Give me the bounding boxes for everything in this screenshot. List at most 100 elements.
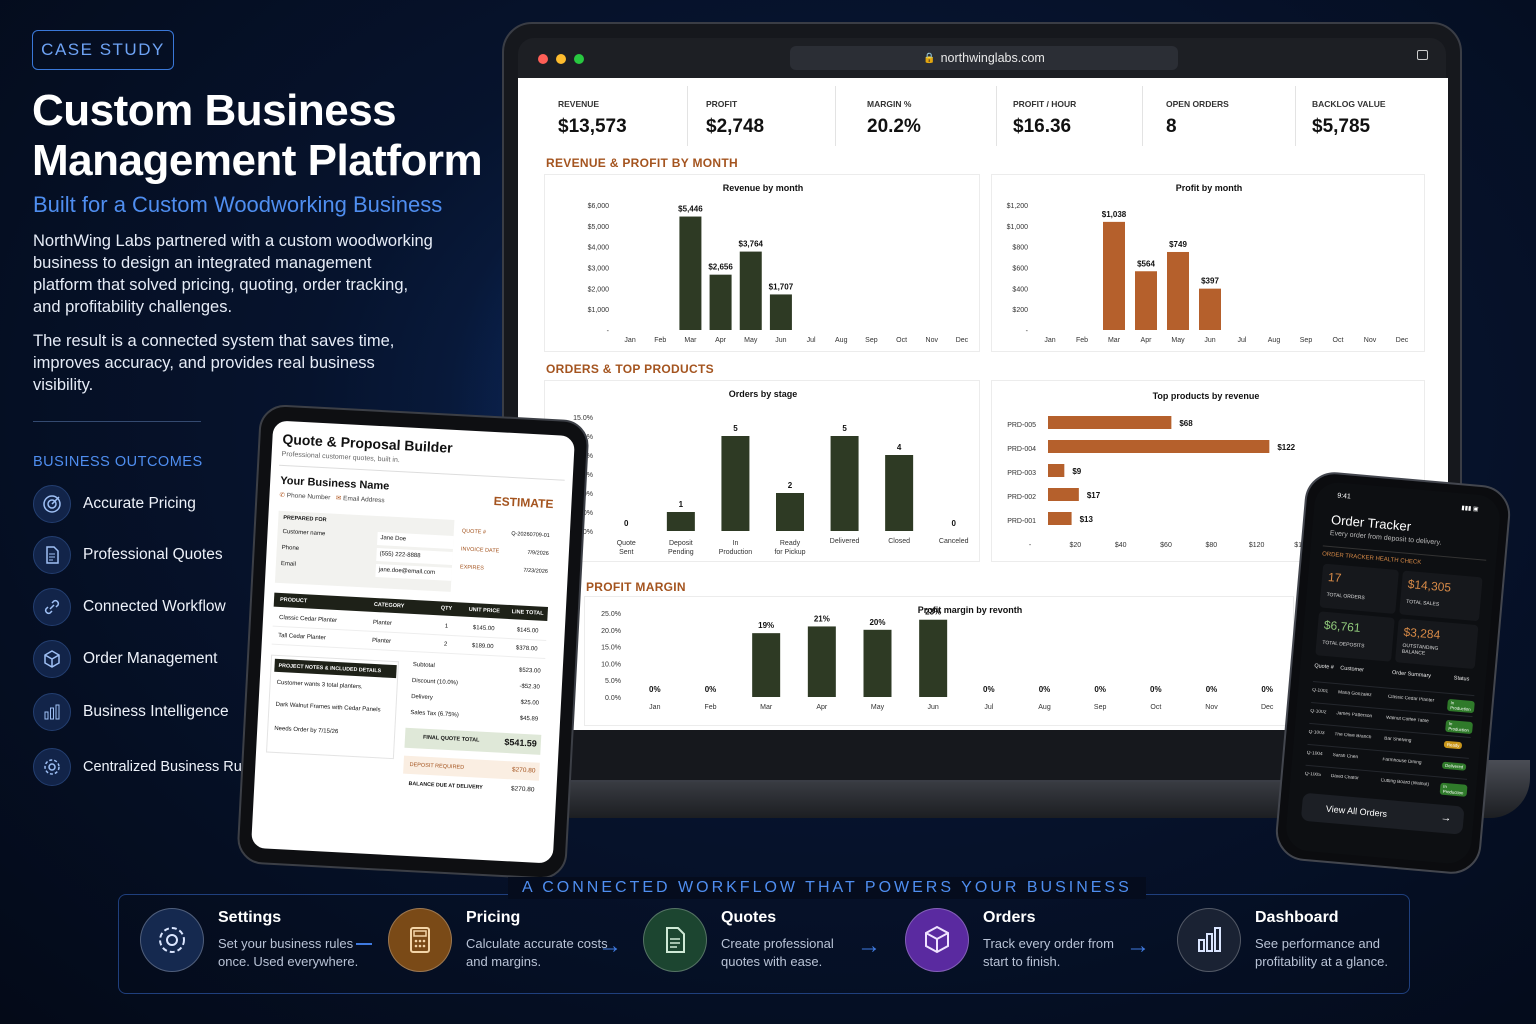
link-icon (33, 588, 71, 626)
data-label: 0% (1094, 685, 1106, 694)
step-text: Quotes Create professional quotes with ea… (721, 909, 871, 971)
y-tick-label: PRD-001 (1007, 518, 1036, 525)
data-label: $2,656 (708, 263, 733, 272)
y-tick-label: 0% (583, 529, 593, 536)
orders-chart-panel: Orders by stage0%0%0%0%0%10.0%15.0%Quote… (544, 380, 980, 562)
margin-chart-panel: Profit margin by revonth 0.0% 5.0% 10.0% 15.… (584, 596, 1294, 726)
status-badge: Delivered (1441, 761, 1467, 771)
data-label: $3,764 (739, 240, 764, 249)
step-title: Dashboard (1255, 909, 1339, 926)
step-title: Orders (983, 909, 1036, 926)
meta-label: INVOICE DATE (460, 546, 500, 555)
section-orders-products: ORDERS & TOP PRODUCTS (546, 362, 714, 376)
x-tick-label: Sep (1094, 704, 1107, 711)
share-icon[interactable] (1417, 50, 1428, 60)
section-rev-profit: REVENUE & PROFIT BY MONTH (546, 156, 738, 170)
bar (885, 455, 914, 531)
kpi-label: BACKLOG VALUE (1312, 99, 1386, 109)
data-label: 0% (1206, 685, 1218, 694)
delivery-value: $25.00 (520, 699, 540, 707)
notes-title: PROJECT NOTES & INCLUDED DETAILS (274, 658, 397, 679)
customer-name-field[interactable]: Jane Doe (377, 532, 454, 549)
col-qty: QTY (440, 605, 453, 612)
x-tick-label: Nov (1364, 337, 1377, 344)
cell: David Chafor (1330, 773, 1359, 782)
view-all-orders-button[interactable]: View All Orders → (1300, 792, 1465, 835)
outcome-professional-quotes: Professional Quotes (33, 536, 223, 574)
address-bar[interactable]: 🔒 northwinglabs.com (790, 46, 1178, 70)
cell: Maria Gonzalez (1337, 690, 1372, 699)
bar-chart-icon (1177, 908, 1241, 972)
x-tick-label: Jun (775, 337, 786, 344)
y-tick-label: 0% (583, 510, 593, 517)
bar (666, 512, 695, 531)
quote-meta: QUOTE # Q-20260709-01 INVOICE DATE 7/9/202… (457, 520, 553, 597)
maximize-dot[interactable] (574, 54, 584, 64)
prepared-for-box: PREPARED FOR Customer name Jane Doe Phon… (274, 510, 455, 592)
y-tick-label: $2,000 (588, 286, 610, 293)
y-tick-label: 0.0% (605, 695, 621, 702)
box-icon (33, 640, 71, 678)
x-tick-label: Jan (624, 337, 635, 344)
x-tick-label: Canceled (939, 538, 969, 545)
cell: Planter (371, 637, 392, 645)
data-label: $9 (1072, 467, 1081, 476)
kpi-backlog: BACKLOG VALUE $5,785 (1298, 86, 1442, 146)
note-line: Dark Walnut Frames with Cedar Panels (275, 701, 381, 714)
orders-chart: Orders by stage0%0%0%0%0%10.0%15.0%Quote… (573, 389, 969, 556)
y-tick-label: - (607, 328, 610, 335)
revenue-chart: Revenue by month - $1,000 $2,000 $3,000 $4,00… (588, 183, 969, 344)
minimize-dot[interactable] (556, 54, 566, 64)
y-tick-label: - (1026, 328, 1029, 335)
total-label: Delivery (410, 693, 433, 702)
data-label: $5,446 (678, 205, 703, 214)
outcome-label: Accurate Pricing (83, 495, 196, 512)
kpi-profit-hour: PROFIT / HOUR $16.36 (999, 86, 1143, 146)
quote-subtitle: Professional customer quotes, built in. (281, 450, 400, 465)
x-tick-label: Jul (807, 337, 816, 344)
arrow-right-icon: → (1440, 811, 1453, 825)
workflow-step-pricing: Pricing Calculate accurate costs and marg… (388, 908, 616, 972)
quote-number: Q-20260709-01 (511, 530, 550, 540)
phone-field[interactable]: (555) 222-8888 (376, 547, 453, 565)
kpi-value: $16.36 (1013, 116, 1072, 137)
y-tick-label: 15.0% (601, 645, 621, 652)
gear-icon (33, 748, 71, 786)
email-icon: ✉ (335, 494, 342, 503)
outcome-connected-workflow: Connected Workflow (33, 588, 226, 626)
data-label: 20% (869, 618, 885, 627)
data-label: 0 (624, 519, 629, 528)
x-tick-label: Feb (704, 704, 716, 711)
invoice-date: 7/9/2026 (527, 549, 549, 557)
col-customer: Customer (1339, 665, 1365, 674)
workflow-step-quotes: Quotes Create professional quotes with ea… (643, 908, 871, 972)
x-tick-label: Ready (780, 540, 801, 547)
signal-battery-icon: ▮▮▮ ▣ (1461, 505, 1479, 513)
section-profit-margin: PROFIT MARGIN (586, 580, 686, 594)
data-label: $13 (1080, 515, 1094, 524)
chart-title: Top products by revenue (1153, 391, 1260, 401)
cell: $145.00 (472, 625, 495, 633)
total-label: Discount (10.0%) (411, 678, 459, 687)
data-label: 2 (788, 481, 793, 490)
y-tick-label: 0% (583, 491, 593, 498)
cell: Planter (372, 619, 393, 627)
email-field[interactable]: jane.doe@email.com (375, 563, 452, 581)
x-tick-label: $120 (1249, 542, 1265, 549)
cell: James Patterson (1336, 711, 1373, 720)
note-line: Customer wants 3 total planters. (276, 679, 363, 691)
cell: $378.00 (515, 645, 538, 653)
cell: Classic Cedar Planter (278, 614, 338, 624)
bar (1135, 271, 1157, 330)
close-dot[interactable] (538, 54, 548, 64)
subtotal-value: $523.00 (518, 667, 541, 675)
field-label: Phone (281, 545, 300, 552)
data-label: 1 (679, 500, 684, 509)
profit-chart-panel: Profit by month - $200 $400 $600 $800 $1,000 $1… (991, 174, 1425, 352)
final-total-value: $541.59 (504, 736, 538, 749)
phone: 9:41 ▮▮▮ ▣ Order Tracker Every order fro… (1273, 469, 1513, 877)
bar (1048, 512, 1072, 525)
kpi-profit: PROFIT $2,748 (692, 86, 836, 146)
x-tick-label: Dec (1261, 704, 1274, 711)
phone-icon: ✆ (279, 491, 286, 500)
